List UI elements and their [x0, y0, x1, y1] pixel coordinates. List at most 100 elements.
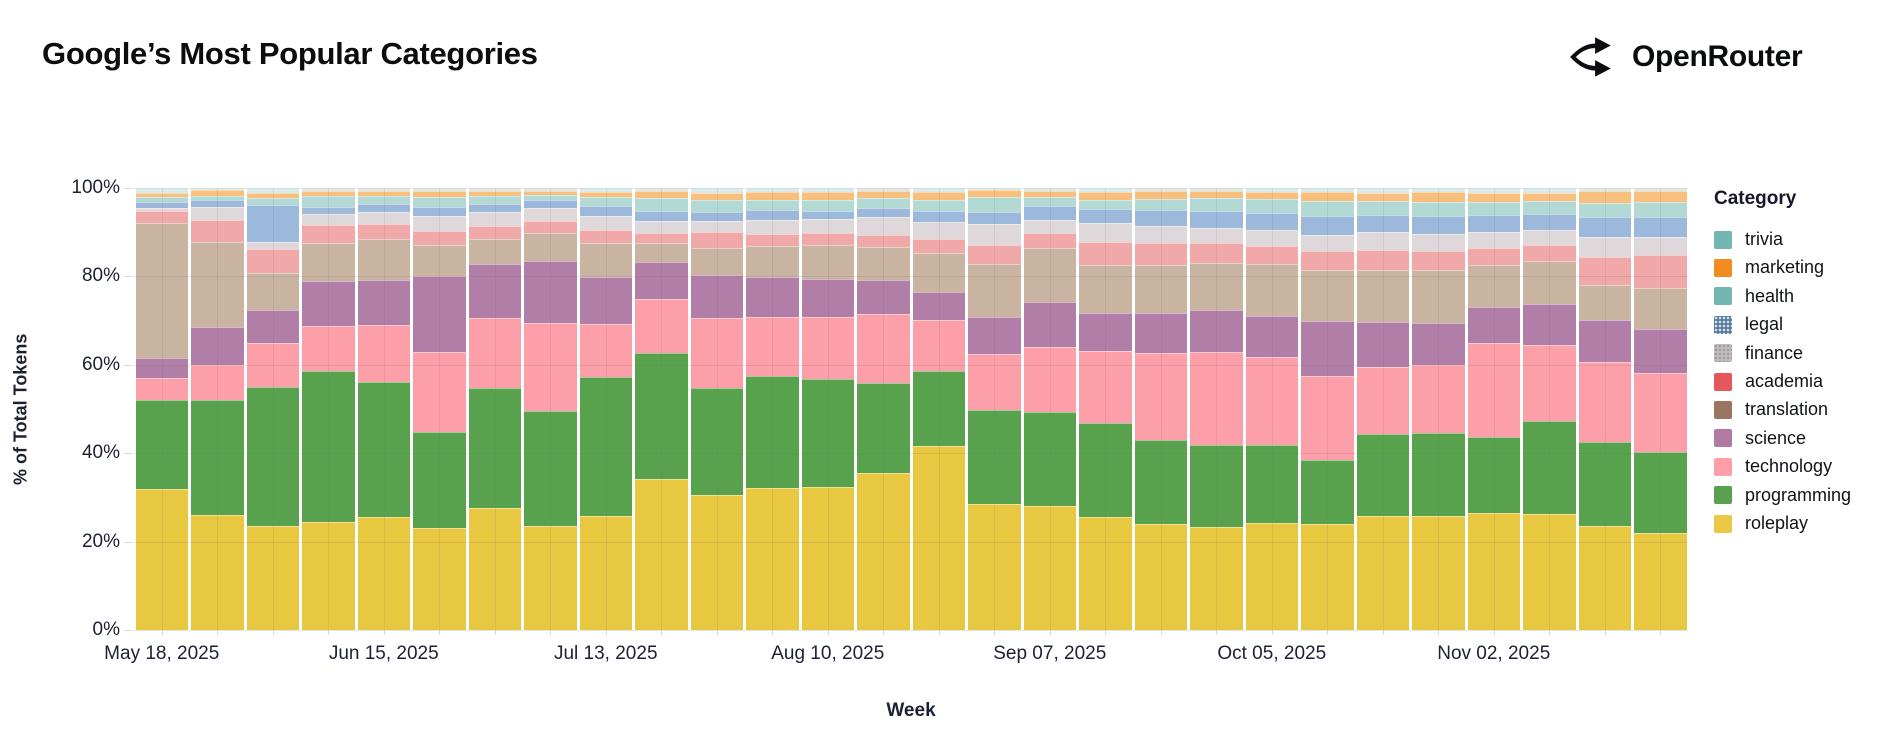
bar-segment-science[interactable]: [579, 277, 632, 324]
bar-segment-finance[interactable]: [1356, 232, 1409, 250]
bar-segment-roleplay[interactable]: [579, 515, 632, 630]
bar-segment-health[interactable]: [857, 197, 910, 208]
bar-segment-science[interactable]: [857, 279, 910, 314]
bar-segment-trivia[interactable]: [1467, 188, 1520, 193]
bar-segment-programming[interactable]: [968, 409, 1021, 505]
bar-segment-finance[interactable]: [857, 217, 910, 235]
bar-segment-academia[interactable]: [857, 234, 910, 247]
bar-segment-marketing[interactable]: [1301, 191, 1354, 202]
bar-segment-science[interactable]: [1079, 313, 1132, 352]
bar-segment-health[interactable]: [746, 200, 799, 211]
bar-segment-legal[interactable]: [912, 211, 965, 222]
bar-segment-roleplay[interactable]: [1023, 506, 1076, 630]
bar-segment-translation[interactable]: [746, 245, 799, 278]
bar-segment-roleplay[interactable]: [1190, 526, 1243, 630]
legend-item-translation[interactable]: translation: [1714, 399, 1828, 420]
bar-segment-roleplay[interactable]: [1134, 523, 1187, 630]
bar-segment-technology[interactable]: [524, 323, 577, 411]
bar-segment-academia[interactable]: [1245, 246, 1298, 264]
bar-segment-technology[interactable]: [912, 320, 965, 371]
bar-segment-finance[interactable]: [468, 211, 521, 227]
bar-segment-roleplay[interactable]: [857, 473, 910, 630]
bar-segment-health[interactable]: [1523, 201, 1576, 214]
bar-segment-health[interactable]: [135, 197, 188, 202]
bar-segment-academia[interactable]: [468, 226, 521, 239]
bar-segment-academia[interactable]: [1634, 254, 1687, 288]
bar-segment-legal[interactable]: [357, 204, 410, 212]
bar-week-Jul 27, 2025[interactable]: [690, 188, 743, 630]
bar-segment-technology[interactable]: [968, 353, 1021, 410]
bar-segment-finance[interactable]: [690, 220, 743, 233]
bar-segment-technology[interactable]: [1412, 364, 1465, 433]
bar-week-Nov 09, 2025[interactable]: [1523, 188, 1576, 630]
bar-segment-trivia[interactable]: [1134, 188, 1187, 192]
bar-segment-science[interactable]: [635, 262, 688, 300]
bar-segment-marketing[interactable]: [801, 191, 854, 201]
bar-segment-roleplay[interactable]: [746, 488, 799, 630]
bar-week-Aug 03, 2025[interactable]: [746, 188, 799, 630]
bar-segment-health[interactable]: [1023, 196, 1076, 206]
bar-segment-science[interactable]: [1356, 321, 1409, 368]
bar-segment-finance[interactable]: [968, 223, 1021, 245]
bar-segment-legal[interactable]: [1301, 216, 1354, 235]
bar-segment-programming[interactable]: [912, 370, 965, 447]
bar-segment-health[interactable]: [357, 196, 410, 205]
bar-segment-science[interactable]: [468, 264, 521, 318]
bar-segment-trivia[interactable]: [1301, 188, 1354, 192]
bar-segment-roleplay[interactable]: [357, 517, 410, 630]
bar-segment-legal[interactable]: [1356, 214, 1409, 233]
bar-segment-marketing[interactable]: [635, 190, 688, 198]
bar-segment-marketing[interactable]: [746, 191, 799, 200]
bar-segment-legal[interactable]: [857, 207, 910, 218]
bar-segment-academia[interactable]: [1467, 247, 1520, 266]
bar-segment-roleplay[interactable]: [1578, 526, 1631, 630]
bar-segment-academia[interactable]: [1079, 241, 1132, 265]
bar-segment-programming[interactable]: [246, 386, 299, 527]
bar-segment-science[interactable]: [135, 358, 188, 379]
bar-week-Aug 24, 2025[interactable]: [912, 188, 965, 630]
bar-segment-roleplay[interactable]: [912, 446, 965, 630]
bar-segment-marketing[interactable]: [135, 192, 188, 198]
bar-segment-roleplay[interactable]: [801, 486, 854, 630]
bar-week-Sep 14, 2025[interactable]: [1079, 188, 1132, 630]
bar-segment-trivia[interactable]: [746, 188, 799, 192]
bar-segment-health[interactable]: [1356, 201, 1409, 215]
bar-segment-academia[interactable]: [1134, 243, 1187, 265]
bar-segment-trivia[interactable]: [635, 188, 688, 191]
bar-segment-finance[interactable]: [135, 208, 188, 212]
bar-segment-marketing[interactable]: [1134, 191, 1187, 199]
bar-week-Sep 28, 2025[interactable]: [1190, 188, 1243, 630]
bar-segment-trivia[interactable]: [912, 188, 965, 192]
bar-week-Oct 12, 2025[interactable]: [1301, 188, 1354, 630]
bar-segment-programming[interactable]: [1245, 444, 1298, 523]
bar-segment-programming[interactable]: [1301, 460, 1354, 524]
bar-segment-health[interactable]: [191, 196, 244, 200]
bar-segment-translation[interactable]: [579, 243, 632, 278]
bar-segment-trivia[interactable]: [302, 188, 355, 192]
bar-segment-translation[interactable]: [1412, 269, 1465, 323]
bar-segment-programming[interactable]: [635, 352, 688, 480]
bar-segment-marketing[interactable]: [413, 191, 466, 197]
bar-segment-marketing[interactable]: [1079, 191, 1132, 200]
bar-segment-programming[interactable]: [524, 410, 577, 527]
legend-item-academia[interactable]: academia: [1714, 371, 1823, 392]
bar-segment-programming[interactable]: [191, 400, 244, 516]
bar-segment-trivia[interactable]: [1578, 188, 1631, 191]
bar-segment-finance[interactable]: [246, 242, 299, 250]
bar-segment-trivia[interactable]: [135, 188, 188, 193]
bar-segment-academia[interactable]: [1412, 250, 1465, 270]
bar-segment-programming[interactable]: [1190, 444, 1243, 527]
bar-segment-finance[interactable]: [413, 216, 466, 231]
bar-segment-technology[interactable]: [302, 325, 355, 372]
bar-segment-translation[interactable]: [1356, 269, 1409, 322]
bar-segment-roleplay[interactable]: [1523, 513, 1576, 630]
bar-segment-technology[interactable]: [1578, 362, 1631, 442]
bar-segment-health[interactable]: [579, 197, 632, 206]
bar-segment-science[interactable]: [746, 277, 799, 318]
bar-segment-technology[interactable]: [1079, 351, 1132, 424]
bar-segment-health[interactable]: [1578, 202, 1631, 218]
bar-segment-legal[interactable]: [1134, 210, 1187, 226]
bar-segment-roleplay[interactable]: [191, 515, 244, 630]
bar-segment-translation[interactable]: [801, 245, 854, 279]
bar-segment-academia[interactable]: [1356, 249, 1409, 270]
